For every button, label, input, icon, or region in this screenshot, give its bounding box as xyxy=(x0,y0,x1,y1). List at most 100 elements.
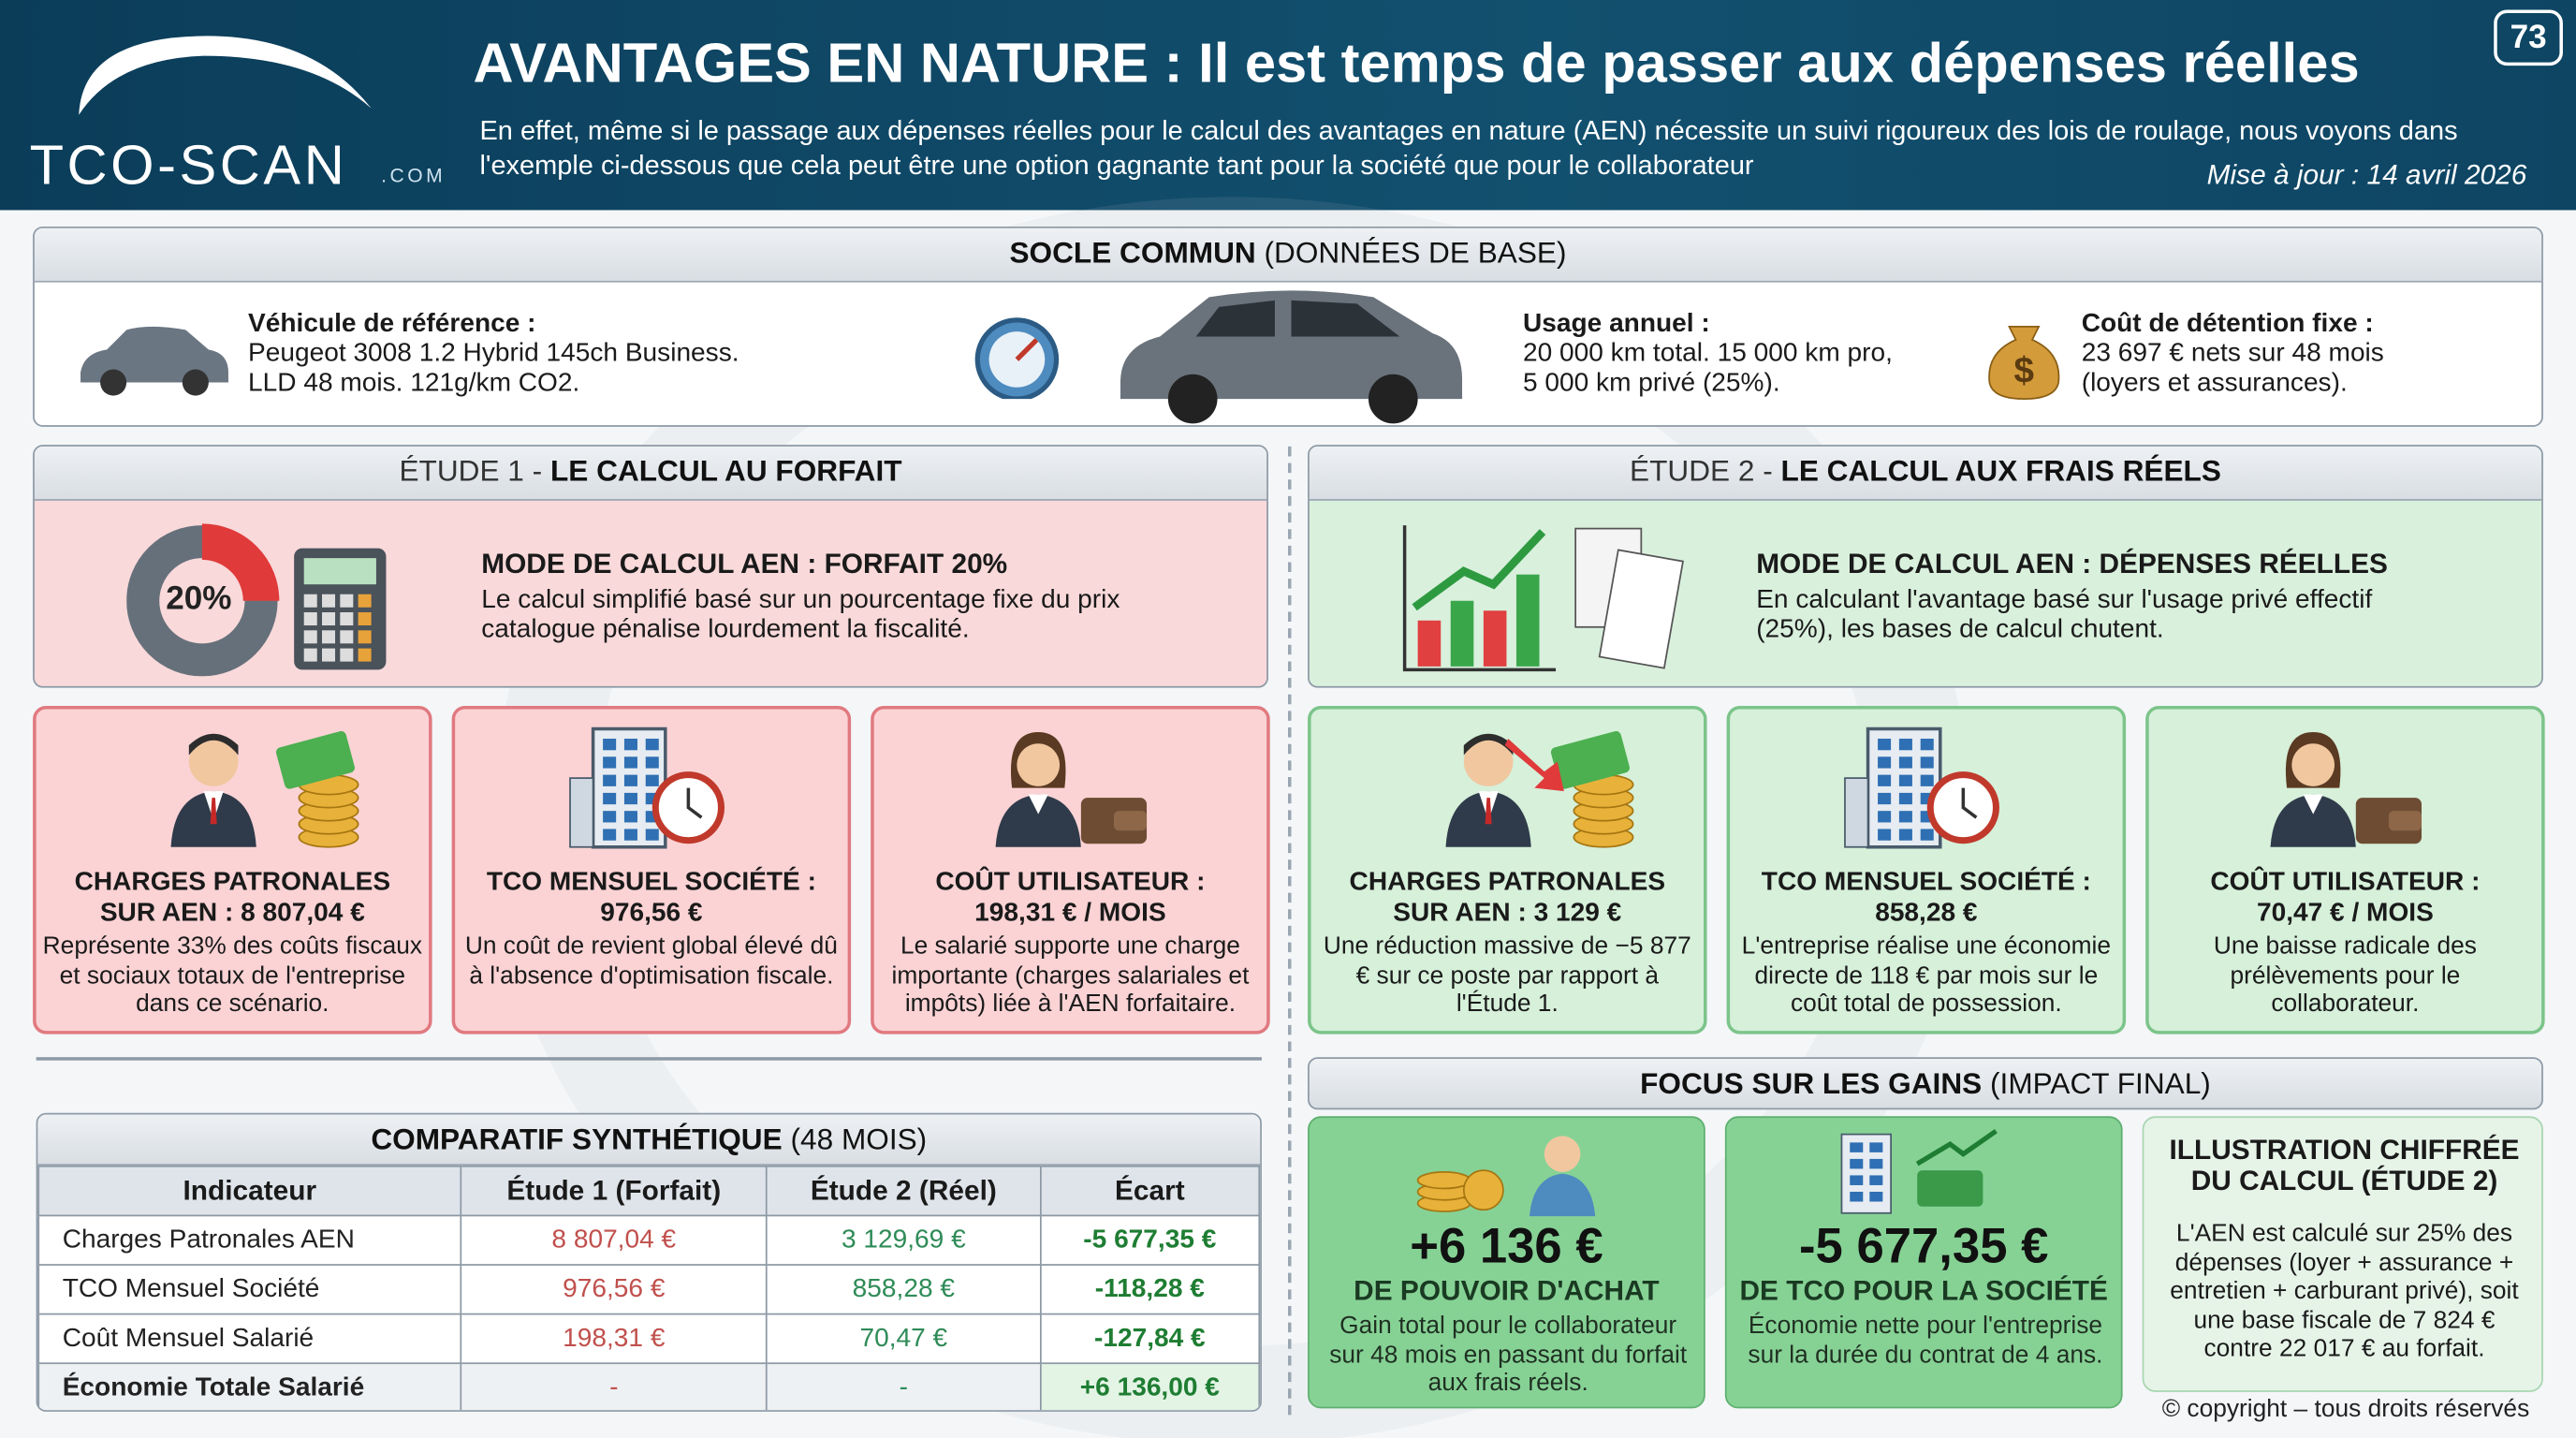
icon-shape xyxy=(80,326,228,383)
icon-shape xyxy=(645,756,659,769)
table-header-row: Indicateur Étude 1 (Forfait) Étude 2 (Réel… xyxy=(37,1165,1261,1217)
icon-shape xyxy=(1485,798,1492,825)
icon-shape xyxy=(1120,290,1463,424)
icon-shape xyxy=(2388,811,2422,831)
icon xyxy=(1812,722,2058,859)
info-line: 5 000 km privé (25%). xyxy=(1522,369,1780,398)
icon-shape xyxy=(303,612,317,626)
icon xyxy=(1825,1128,2039,1217)
study-card: TCO MENSUEL SOCIÉTÉ :858,28 € L'entrepris… xyxy=(1726,705,2127,1034)
card-title: COÛT UTILISATEUR : xyxy=(935,868,1206,897)
mode-title: MODE DE CALCUL AEN : DÉPENSES RÉELLES xyxy=(1756,548,2388,580)
icon-shape xyxy=(210,798,217,825)
info-line: 20 000 km total. 15 000 km pro, xyxy=(1522,339,1893,368)
table-cell: 70,47 € xyxy=(766,1313,1042,1365)
table-cell: 198,31 € xyxy=(460,1313,768,1365)
icon-shape xyxy=(340,594,354,608)
update-label: Mise à jour : xyxy=(2206,159,2360,191)
icon-shape xyxy=(303,558,376,585)
icon-shape xyxy=(358,612,372,626)
icon-shape xyxy=(623,792,637,805)
table-row: Économie Totale Salarié - - +6 136,00 € xyxy=(37,1362,1261,1411)
info-line: LLD 48 mois. 121g/km CO2. xyxy=(248,369,580,398)
icon-shape xyxy=(2270,732,2422,847)
icon-shape xyxy=(1850,1191,1864,1202)
icon-shape xyxy=(1898,792,1912,805)
icon-shape xyxy=(1917,1170,1983,1207)
icon-shape xyxy=(569,777,594,848)
icon-shape xyxy=(1898,774,1912,786)
update: Mise à jour : 14 avril 2026 xyxy=(2207,159,2527,192)
icon-shape xyxy=(1195,300,1400,337)
table-cell: 976,56 € xyxy=(460,1264,768,1315)
icon-shape xyxy=(1113,811,1148,831)
card-title: 858,28 € xyxy=(1875,899,1978,928)
icon-shape xyxy=(1988,326,2060,400)
icon-shape xyxy=(100,369,127,396)
table-cell: Coût Mensuel Salarié xyxy=(37,1313,462,1365)
icon-shape xyxy=(80,326,228,396)
icon-shape xyxy=(1445,733,1531,847)
icon-shape xyxy=(358,630,372,644)
icon-shape xyxy=(1544,1136,1581,1172)
study-title: LE CALCUL AU FORFAIT xyxy=(549,454,902,488)
icon-shape xyxy=(303,630,317,644)
card-body: TCO MENSUEL SOCIÉTÉ :858,28 € L'entrepris… xyxy=(1730,867,2122,1019)
table-row: Charges Patronales AEN 8 807,04 €3 129,69… xyxy=(37,1214,1261,1266)
study-card: COÛT UTILISATEUR :198,31 € / MOIS Le sala… xyxy=(871,705,1270,1034)
mode-text: En calculant l'avantage basé sur l'usage… xyxy=(1756,585,2373,644)
table-cell: -127,84 € xyxy=(1039,1313,1261,1365)
icon-shape xyxy=(1416,1171,1471,1190)
icon-shape xyxy=(1028,794,1048,814)
card-body: COÛT UTILISATEUR :70,47 € / MOIS Une bais… xyxy=(2149,867,2541,1019)
header: TCO-SCAN .COM AVANTAGES EN NATURE : Il est… xyxy=(0,0,2576,211)
logo-suffix: .COM xyxy=(381,164,446,187)
card-text: Une baisse radicale des prélèvements pou… xyxy=(2213,932,2477,1019)
study-card: CHARGES PATRONALES SUR AEN : 3 129 € Une r… xyxy=(1308,705,1707,1034)
icon-shape xyxy=(1080,798,1148,844)
icon-shape xyxy=(1878,792,1892,805)
base-title-rest: (DONNÉES DE BASE) xyxy=(1264,236,1567,270)
illustration-text: L'AEN est calculé sur 25% des dépenses (… xyxy=(2170,1219,2519,1363)
icon-shape xyxy=(995,794,1081,847)
card-title: TCO MENSUEL SOCIÉTÉ : xyxy=(486,868,816,897)
mode-title: MODE DE CALCUL AEN : FORFAIT 20% xyxy=(481,548,1008,580)
icon xyxy=(66,23,394,122)
card-title: 70,47 € / MOIS xyxy=(2256,899,2434,928)
icon-shape xyxy=(321,612,336,626)
icon xyxy=(1110,281,1471,425)
base-section: SOCLE COMMUN (DONNÉES DE BASE) Véhicule d… xyxy=(33,226,2543,427)
illustration-title: ILLUSTRATION CHIFFRÉE DU CALCUL (ÉTUDE 2… xyxy=(2169,1134,2520,1197)
table-row: Coût Mensuel Salarié 198,31 €70,47 € -127,… xyxy=(37,1313,1261,1365)
icon-shape xyxy=(603,739,617,751)
icon xyxy=(1393,722,1639,859)
card-title: SUR AEN : 3 129 € xyxy=(1393,899,1622,928)
column-header: Écart xyxy=(1039,1165,1261,1217)
table-cell: -5 677,35 € xyxy=(1039,1214,1261,1266)
icon-shape xyxy=(1445,731,1634,848)
card-text: Un coût de revient global élevé dû à l'a… xyxy=(464,932,838,990)
icon-shape xyxy=(1167,374,1218,424)
comparison-title-rest: (48 MOIS) xyxy=(790,1123,928,1156)
icon-shape xyxy=(200,523,280,602)
icon-shape xyxy=(170,731,359,848)
study-label: ÉTUDE 1 - xyxy=(399,454,543,488)
table-cell: - xyxy=(766,1362,1042,1411)
icon-shape xyxy=(686,787,703,819)
gain-text: Gain total pour le collaborateur sur 48 … xyxy=(1329,1311,1688,1398)
icon-shape xyxy=(1529,1173,1596,1217)
icon-shape xyxy=(321,648,336,662)
info-label: Coût de détention fixe : xyxy=(2081,310,2374,339)
icon-shape xyxy=(603,811,617,823)
table-row: TCO Mensuel Société 976,56 €858,28 € -118,… xyxy=(37,1264,1261,1315)
icon-shape xyxy=(1898,811,1912,823)
icon-shape xyxy=(1844,726,1999,849)
gain-title: DE TCO POUR LA SOCIÉTÉ xyxy=(1739,1275,2108,1307)
icon-shape xyxy=(340,612,354,626)
column-header: Indicateur xyxy=(37,1165,462,1217)
icon-shape xyxy=(1463,737,1514,786)
study-title: LE CALCUL AUX FRAIS RÉELS xyxy=(1780,454,2221,488)
card-text: Le salarié supporte une charge important… xyxy=(891,932,1250,1019)
